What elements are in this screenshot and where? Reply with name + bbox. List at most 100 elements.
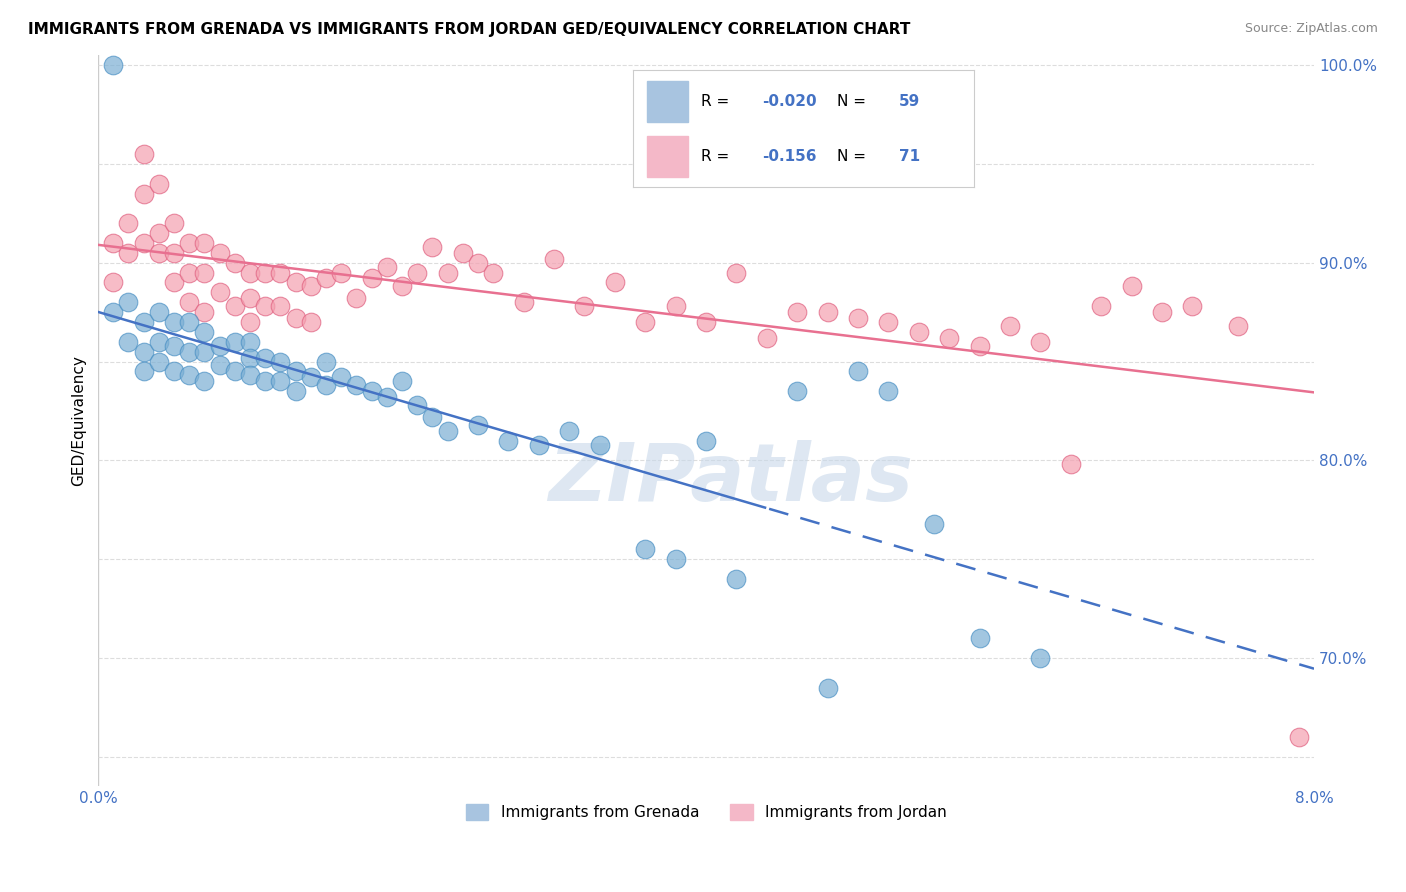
Point [193, 305, 215, 319]
Point [665, 552, 688, 566]
Point [179, 315, 201, 329]
Point [103, 58, 125, 72]
Point [998, 318, 1021, 333]
Point [786, 384, 808, 399]
Point [603, 276, 626, 290]
Point [725, 572, 748, 586]
Point [908, 325, 931, 339]
Point [330, 266, 353, 280]
Point [163, 276, 186, 290]
Point [391, 279, 413, 293]
Point [422, 409, 444, 424]
Point [498, 434, 520, 448]
Point [695, 434, 717, 448]
Point [877, 315, 900, 329]
Point [451, 245, 474, 260]
Point [239, 368, 262, 383]
Point [224, 364, 246, 378]
Y-axis label: GED/Equivalency: GED/Equivalency [72, 355, 86, 486]
Point [179, 235, 201, 250]
Point [665, 299, 688, 313]
Point [193, 374, 215, 388]
Point [148, 354, 170, 368]
Point [132, 147, 155, 161]
Point [1288, 730, 1310, 744]
Point [391, 374, 413, 388]
Point [224, 255, 246, 269]
Point [132, 186, 155, 201]
Point [163, 216, 186, 230]
Point [254, 266, 277, 280]
Point [148, 226, 170, 240]
Point [284, 276, 307, 290]
Point [148, 305, 170, 319]
Point [467, 255, 489, 269]
Point [360, 271, 382, 285]
Point [558, 424, 581, 438]
Point [315, 378, 337, 392]
Point [208, 339, 231, 353]
Point [938, 331, 960, 345]
Point [117, 295, 139, 310]
Point [254, 299, 277, 313]
Point [589, 437, 612, 451]
Point [269, 299, 291, 313]
Point [103, 305, 125, 319]
Point [969, 339, 991, 353]
Point [299, 370, 322, 384]
Point [574, 299, 596, 313]
Point [148, 177, 170, 191]
Point [179, 295, 201, 310]
Point [315, 271, 337, 285]
Point [239, 291, 262, 305]
Point [269, 374, 291, 388]
Point [132, 315, 155, 329]
Point [132, 235, 155, 250]
Point [406, 266, 429, 280]
Point [436, 266, 458, 280]
Point [208, 285, 231, 300]
Text: Source: ZipAtlas.com: Source: ZipAtlas.com [1244, 22, 1378, 36]
Point [208, 245, 231, 260]
Point [284, 384, 307, 399]
Point [330, 370, 353, 384]
Point [132, 364, 155, 378]
Point [346, 291, 368, 305]
Point [117, 216, 139, 230]
Legend: Immigrants from Grenada, Immigrants from Jordan: Immigrants from Grenada, Immigrants from… [460, 798, 953, 826]
Point [208, 359, 231, 373]
Point [239, 351, 262, 365]
Point [315, 354, 337, 368]
Point [239, 266, 262, 280]
Point [1227, 318, 1250, 333]
Point [103, 235, 125, 250]
Point [1029, 334, 1052, 349]
Point [846, 364, 869, 378]
Point [299, 315, 322, 329]
Point [117, 334, 139, 349]
Point [786, 305, 808, 319]
Point [755, 331, 778, 345]
Point [163, 339, 186, 353]
Point [193, 325, 215, 339]
Point [117, 245, 139, 260]
Point [436, 424, 458, 438]
Point [482, 266, 505, 280]
Point [148, 245, 170, 260]
Point [1152, 305, 1174, 319]
Point [1121, 279, 1143, 293]
Point [269, 266, 291, 280]
Point [254, 374, 277, 388]
Point [346, 378, 368, 392]
Point [179, 368, 201, 383]
Point [239, 315, 262, 329]
Point [163, 245, 186, 260]
Point [284, 364, 307, 378]
Point [193, 344, 215, 359]
Point [179, 344, 201, 359]
Point [163, 364, 186, 378]
Point [193, 266, 215, 280]
Point [224, 334, 246, 349]
Text: ZIPatlas: ZIPatlas [548, 441, 912, 518]
Point [254, 351, 277, 365]
